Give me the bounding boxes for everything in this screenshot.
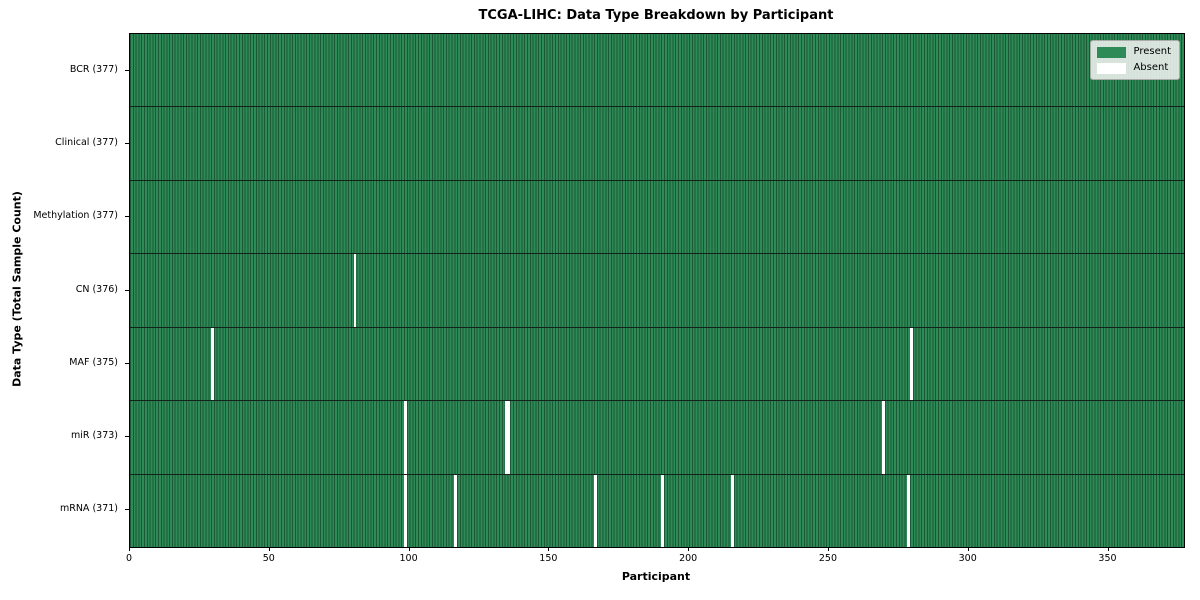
ytick-mark-MAF: [125, 362, 129, 364]
absent-mark-miR-135: [507, 401, 511, 474]
absent-mark-miR-269: [882, 401, 885, 474]
xtick-mark-150: [548, 547, 550, 551]
ytick-label-CN: CN (376): [75, 283, 118, 295]
absent-mark-miR-134: [504, 401, 508, 474]
xtick-label-250: 250: [818, 553, 837, 564]
ytick-mark-mRNA: [125, 509, 129, 511]
xtick-label-300: 300: [958, 553, 977, 564]
xtick-mark-350: [1107, 547, 1109, 551]
absent-mark-mRNA-166: [594, 474, 597, 547]
xtick-label-350: 350: [1098, 553, 1117, 564]
ytick-label-miR: miR (373): [70, 430, 118, 442]
xtick-mark-250: [827, 547, 829, 551]
xtick-mark-200: [688, 547, 690, 551]
heatmap-row-miR: [130, 401, 1184, 475]
ytick-label-MAF: MAF (375): [69, 356, 118, 368]
absent-mark-CN-80: [353, 254, 357, 327]
xtick-mark-0: [129, 547, 130, 551]
absent-mark-mRNA-190: [661, 474, 664, 547]
legend: Present Absent: [1090, 40, 1180, 80]
legend-label-absent: Absent: [1133, 62, 1169, 73]
legend-item-absent: Absent: [1097, 62, 1171, 74]
ytick-mark-BCR: [125, 69, 129, 71]
heatmap-row-MAF: [130, 327, 1184, 402]
legend-item-present: Present: [1097, 46, 1171, 58]
absent-mark-miR-98: [403, 401, 407, 474]
heatmap-row-CN: [130, 254, 1184, 328]
ytick-mark-Methylation: [125, 216, 129, 218]
legend-label-present: Present: [1133, 46, 1171, 57]
ytick-mark-miR: [125, 436, 129, 438]
x-axis-label: Participant: [621, 570, 691, 583]
absent-mark-mRNA-98: [403, 474, 407, 547]
absent-mark-MAF-279: [910, 327, 913, 401]
absent-mark-mRNA-278: [907, 474, 910, 547]
absent-mark-mRNA-116: [454, 474, 458, 547]
ytick-label-mRNA: mRNA (371): [59, 503, 118, 515]
chart-title: TCGA-LIHC: Data Type Breakdown by Partic…: [478, 8, 834, 23]
ytick-label-Clinical: Clinical (377): [55, 136, 118, 148]
xtick-mark-50: [268, 547, 270, 551]
ytick-mark-Clinical: [125, 142, 129, 144]
heatmap-row-Clinical: [130, 107, 1184, 181]
ytick-label-BCR: BCR (377): [69, 63, 118, 75]
xtick-label-100: 100: [399, 553, 418, 564]
legend-swatch-present: [1097, 46, 1127, 58]
xtick-label-0: 0: [125, 553, 133, 564]
absent-mark-MAF-29: [211, 327, 214, 401]
heatmap-row-BCR: [130, 34, 1184, 108]
ytick-mark-CN: [125, 289, 129, 291]
heatmap-row-Methylation: [130, 180, 1184, 255]
legend-swatch-absent: [1097, 62, 1127, 74]
heatmap-row-mRNA: [130, 474, 1184, 547]
xtick-label-200: 200: [679, 553, 698, 564]
ytick-label-Methylation: Methylation (377): [33, 210, 118, 222]
absent-mark-mRNA-215: [731, 474, 734, 547]
xtick-label-50: 50: [262, 553, 275, 564]
xtick-mark-300: [967, 547, 969, 551]
xtick-label-150: 150: [539, 553, 558, 564]
plot-area: Present Absent: [129, 33, 1185, 548]
xtick-mark-100: [408, 547, 410, 551]
